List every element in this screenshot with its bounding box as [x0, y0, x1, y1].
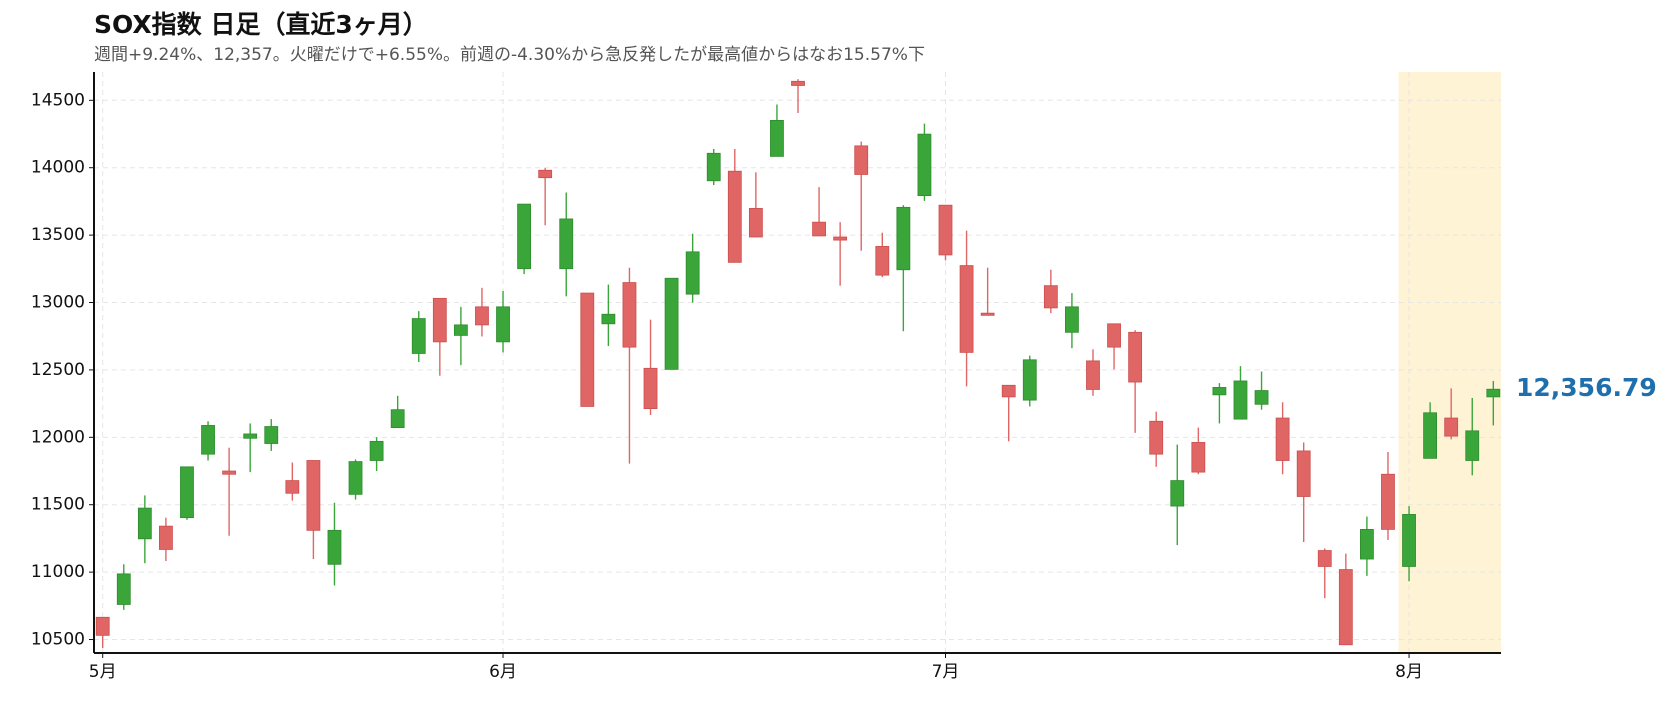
- candle-body: [538, 169, 553, 179]
- candle-body: [1465, 430, 1480, 461]
- candle-body: [1296, 450, 1311, 497]
- candle-body: [1170, 480, 1185, 507]
- candle-body: [917, 133, 932, 197]
- candle-body: [622, 282, 637, 348]
- candle-body: [348, 461, 363, 495]
- candle-body: [475, 306, 489, 326]
- y-tick-label: 12000: [31, 427, 85, 447]
- candle-body: [411, 318, 426, 354]
- candle-body: [980, 312, 995, 316]
- candle-body: [1317, 550, 1332, 567]
- y-tick-label: 10500: [31, 630, 85, 650]
- candle-body: [1191, 442, 1206, 473]
- chart-subtitle: 週間+9.24%、12,357。火曜だけで+6.55%。前週の-4.30%から急…: [94, 45, 925, 65]
- candle-body: [706, 152, 721, 182]
- candle-body: [1107, 323, 1121, 348]
- last-value-label: 12,356.79: [1516, 373, 1657, 402]
- candle-body: [896, 206, 911, 271]
- candle-body: [1212, 387, 1227, 396]
- candle-body: [664, 277, 679, 370]
- candle-body: [854, 145, 869, 175]
- candle-body: [285, 480, 300, 494]
- y-tick-label: 13000: [31, 293, 85, 313]
- candle-body: [496, 306, 510, 343]
- candle-body: [390, 409, 405, 429]
- candle-body: [1022, 359, 1037, 401]
- candle-body: [201, 425, 215, 455]
- candle-body: [1001, 384, 1016, 398]
- y-tick-label: 14500: [31, 90, 85, 110]
- candle-body: [1423, 412, 1438, 459]
- candle-body: [1486, 388, 1501, 398]
- candle-body: [95, 616, 110, 636]
- x-tick-label: 5月: [89, 662, 117, 682]
- y-tick-label: 13500: [31, 225, 85, 245]
- candle-body: [222, 470, 237, 475]
- y-tick-label: 14000: [31, 158, 85, 178]
- candle-body: [432, 297, 447, 343]
- candle-body: [1065, 306, 1079, 333]
- candle-body: [875, 246, 890, 276]
- candle-body: [1275, 417, 1290, 461]
- candle-body: [1233, 380, 1248, 420]
- y-tick-label: 11000: [31, 562, 85, 582]
- candle-body: [1381, 473, 1395, 530]
- candle-body: [938, 204, 953, 256]
- candle-body: [243, 433, 258, 439]
- candle-body: [180, 466, 194, 519]
- x-tick-label: 6月: [489, 662, 517, 682]
- candle-body: [1149, 420, 1164, 455]
- candle-body: [1128, 331, 1143, 383]
- candle-body: [159, 525, 173, 550]
- chart-title: SOX指数 日足（直近3ヶ月）: [94, 10, 428, 39]
- x-tick-label: 7月: [932, 662, 960, 682]
- candle-body: [327, 529, 342, 565]
- candle-body: [1086, 360, 1100, 390]
- candle-body: [748, 208, 763, 238]
- candle-body: [264, 426, 279, 444]
- candle-body: [559, 218, 574, 270]
- candle-body: [833, 236, 848, 241]
- candle-body: [1402, 514, 1416, 567]
- candle-body: [1254, 390, 1269, 405]
- candle-body: [306, 460, 321, 531]
- y-tick-label: 11500: [31, 495, 85, 515]
- candle-body: [453, 324, 468, 336]
- candle-body: [959, 265, 974, 353]
- candle-body: [791, 80, 805, 86]
- candle-body: [601, 313, 616, 325]
- candle-body: [812, 221, 826, 237]
- candle-body: [116, 573, 131, 605]
- candle-body: [1338, 569, 1353, 646]
- candle-body: [643, 367, 658, 410]
- candle-body: [1360, 528, 1374, 560]
- candle-body: [1444, 417, 1459, 437]
- candle-body: [685, 251, 700, 295]
- candle-body: [770, 119, 784, 157]
- y-tick-label: 12500: [31, 360, 85, 380]
- candle-body: [1043, 285, 1058, 309]
- x-tick-label: 8月: [1395, 662, 1423, 682]
- candle-body: [727, 170, 742, 263]
- candle-body: [517, 203, 531, 270]
- candle-body: [580, 292, 595, 407]
- candle-body: [137, 507, 152, 540]
- candle-body: [369, 440, 384, 461]
